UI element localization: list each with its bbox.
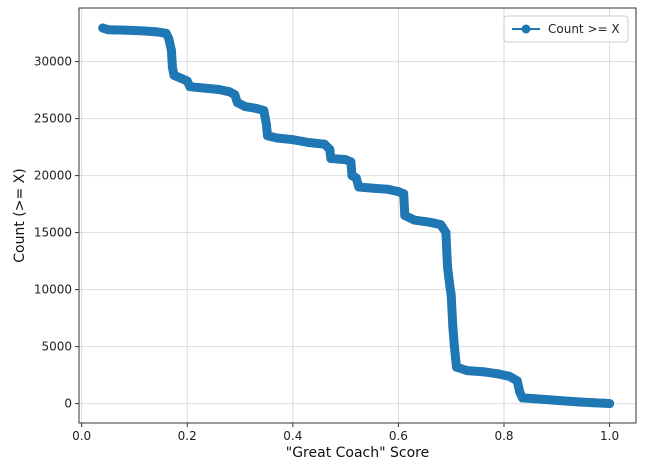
x-tick-label: 1.0 — [600, 429, 619, 443]
x-tick-label: 0.0 — [72, 429, 91, 443]
data-point — [230, 90, 240, 100]
data-point — [443, 262, 453, 272]
data-point — [446, 290, 456, 300]
y-tick-label: 25000 — [34, 112, 72, 126]
data-point — [512, 376, 522, 386]
data-point — [304, 138, 314, 148]
data-point — [462, 366, 472, 376]
data-point — [399, 189, 409, 199]
data-point — [261, 119, 271, 129]
data-point — [354, 182, 364, 192]
data-point — [169, 70, 179, 80]
data-point — [288, 135, 298, 145]
data-point — [262, 131, 272, 141]
plot-frame — [78, 7, 637, 424]
legend-label: Count >= X — [548, 22, 620, 36]
x-tick-label: 0.8 — [494, 429, 513, 443]
data-point — [589, 398, 599, 408]
y-tick-label: 15000 — [34, 226, 72, 240]
data-point — [251, 103, 261, 113]
data-point — [445, 279, 455, 289]
grid — [79, 8, 636, 423]
data-point — [504, 371, 514, 381]
data-point — [367, 183, 377, 193]
data-point — [214, 85, 224, 95]
x-axis-title: "Great Coach" Score — [286, 445, 429, 461]
data-point — [272, 133, 282, 143]
y-tick-label: 30000 — [34, 55, 72, 69]
data-point — [108, 25, 118, 35]
data-point — [451, 362, 461, 372]
data-point — [326, 153, 336, 163]
y-tick-label: 10000 — [34, 283, 72, 297]
data-point — [166, 45, 176, 55]
data-point — [325, 144, 335, 154]
data-point — [164, 34, 174, 44]
data-point — [119, 25, 129, 35]
data-point — [140, 26, 150, 36]
data-point — [400, 211, 410, 220]
data-point — [436, 220, 446, 230]
data-point — [448, 321, 458, 331]
data-point — [351, 173, 361, 183]
data-point — [605, 399, 615, 409]
data-point — [573, 397, 583, 407]
data-point — [259, 106, 269, 116]
series-layer — [98, 23, 615, 409]
data-point — [449, 342, 459, 352]
legend: Count >= X — [503, 15, 629, 43]
data-point — [478, 367, 488, 377]
data-point — [167, 62, 177, 72]
data-point — [232, 98, 242, 108]
data-point — [383, 184, 393, 194]
data-point — [441, 228, 451, 238]
legend-box — [503, 15, 629, 43]
x-tick-label: 0.2 — [178, 429, 197, 443]
axis-ticks: 0.0 0.2 0.4 0.6 0.8 1.0 0 5000 10000 15000 20000 25… — [34, 55, 619, 443]
data-point — [531, 394, 541, 404]
y-tick-label: 5000 — [41, 340, 72, 354]
data-point — [185, 82, 195, 92]
x-tick-label: 0.6 — [389, 429, 408, 443]
data-point — [409, 215, 419, 225]
data-point — [552, 395, 562, 405]
data-point — [198, 83, 208, 93]
data-point — [494, 369, 504, 379]
y-tick-label: 20000 — [34, 169, 72, 183]
y-axis-title: Count (>= X) — [12, 168, 28, 262]
data-point — [129, 25, 139, 35]
data-point — [240, 102, 250, 112]
data-point — [151, 27, 161, 37]
data-point — [346, 157, 356, 167]
legend-marker-swatch — [521, 24, 531, 34]
data-point — [425, 217, 435, 227]
data-point — [517, 393, 527, 403]
y-tick-label: 0 — [64, 397, 72, 411]
x-tick-label: 0.4 — [283, 429, 302, 443]
